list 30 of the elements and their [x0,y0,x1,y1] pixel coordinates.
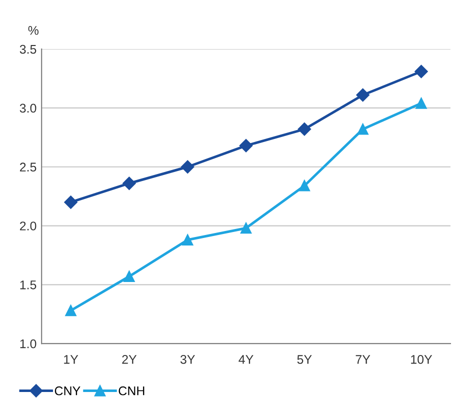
point [298,180,310,192]
x-tick-label: 3Y [180,355,195,364]
x-tick-label: 2Y [122,355,137,364]
y-tick-label: 1.5 [20,280,36,290]
point [298,122,312,136]
point [416,98,427,109]
point [65,305,76,316]
y-tick-label: 1.0 [20,339,36,348]
x-tick-label: 1Y [64,355,78,364]
legend-label: CNH [118,386,144,396]
point [414,64,428,78]
point [357,124,368,135]
x-tick-label: 4Y [238,355,254,364]
y-axis-title: % [28,26,39,35]
point [122,176,136,190]
point [182,234,194,246]
x-tick-label: 10Y [411,355,432,364]
point [356,88,370,102]
y-tick-label: 2.0 [20,222,36,230]
point [124,270,135,282]
point [239,139,253,152]
y-tick-label: 3.0 [20,104,36,113]
y-tick-label: 2.5 [20,162,36,172]
legend-label: CNY [54,386,80,396]
x-tick-label: 7Y [356,355,370,364]
point [240,222,252,234]
x-tick-label: 5Y [297,355,312,364]
y-tick-label: 3.5 [20,44,36,54]
point [181,160,194,174]
point [64,196,78,209]
